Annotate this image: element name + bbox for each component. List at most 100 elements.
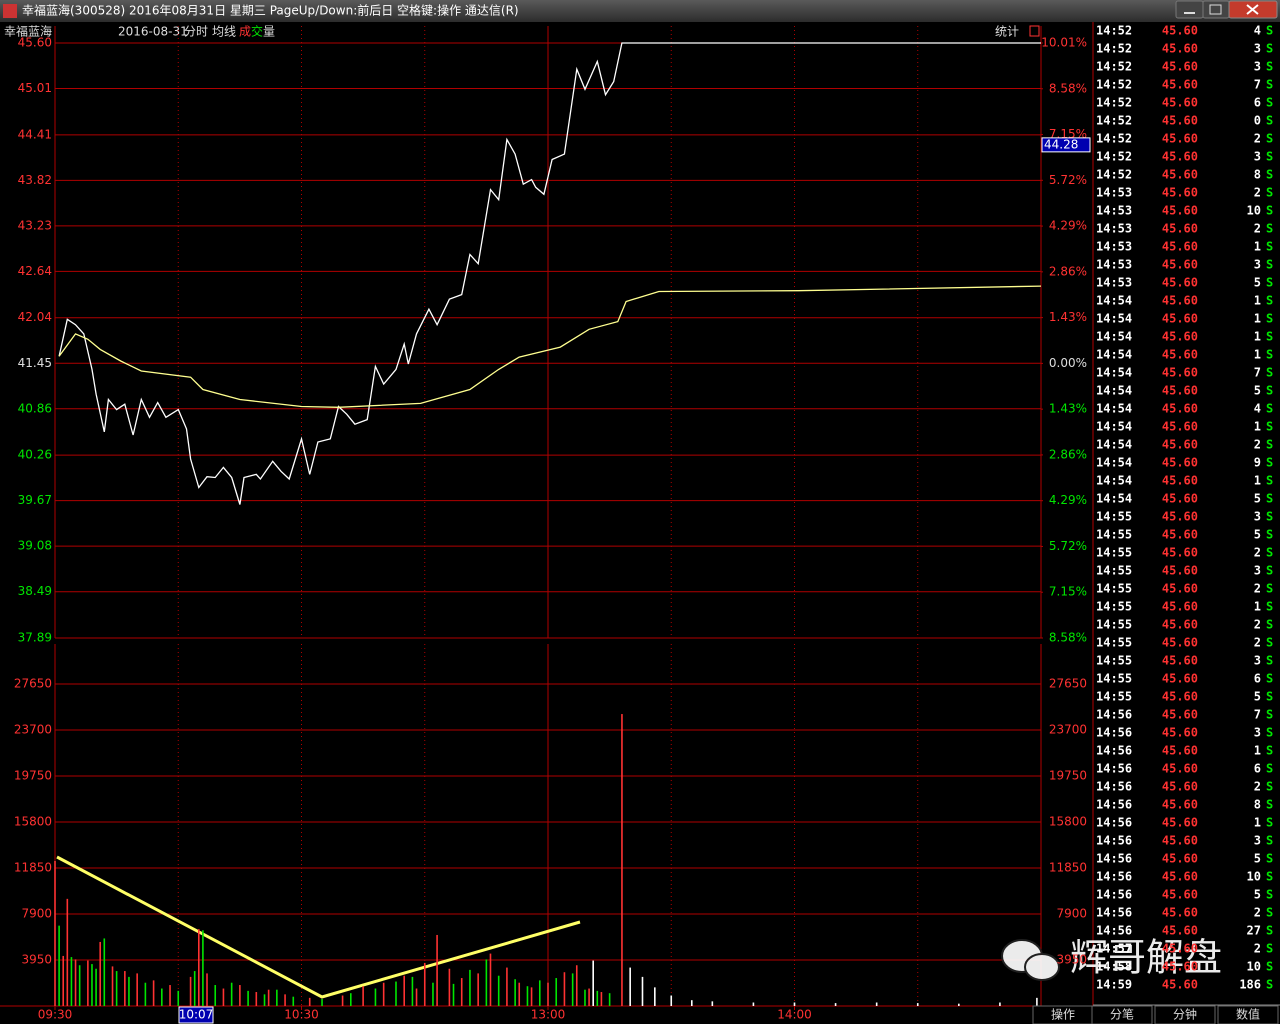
volume-label: 交 — [251, 24, 263, 39]
trade-time: 14:55 — [1096, 672, 1132, 686]
trade-time: 14:54 — [1096, 384, 1132, 398]
trade-time: 14:59 — [1096, 978, 1132, 992]
trade-side: S — [1266, 186, 1273, 200]
trade-price: 45.60 — [1162, 654, 1198, 668]
trade-price: 45.60 — [1162, 744, 1198, 758]
trade-time: 14:54 — [1096, 348, 1132, 362]
volume-bar — [144, 982, 147, 1006]
volume-bar — [74, 959, 77, 1006]
trade-side: S — [1266, 348, 1273, 362]
trade-price: 45.60 — [1162, 852, 1198, 866]
maximize-button[interactable] — [1202, 0, 1230, 19]
stats-box[interactable] — [1029, 25, 1040, 37]
trade-price: 45.60 — [1162, 906, 1198, 920]
volume-bar — [423, 962, 426, 1006]
volume-bar — [255, 992, 258, 1006]
trade-time: 14:54 — [1096, 330, 1132, 344]
volume-bar — [362, 986, 364, 1006]
y2-tick-label: 11850 — [1049, 861, 1087, 875]
y-tick-label: 45.01 — [18, 81, 52, 95]
trend-line — [56, 855, 581, 999]
chart-date: 2016-08-31 — [118, 25, 188, 39]
volume-bar — [629, 967, 631, 1006]
volume-bar — [600, 992, 603, 1006]
volume-bar — [999, 1002, 1001, 1006]
trade-volume: 1 — [1254, 240, 1261, 254]
trade-price: 45.60 — [1162, 870, 1198, 884]
cursor-y-label: 44.28 — [1044, 137, 1078, 151]
volume-bar — [608, 993, 611, 1006]
trade-side: S — [1266, 42, 1273, 56]
tab[interactable] — [1217, 1005, 1279, 1024]
trade-time: 14:52 — [1096, 42, 1132, 56]
trade-price: 45.60 — [1162, 582, 1198, 596]
trade-volume: 1 — [1254, 348, 1261, 362]
y-tick-label: 44.41 — [18, 127, 52, 141]
volume-bar — [563, 972, 566, 1006]
volume-bar — [206, 973, 208, 1006]
trade-price: 45.60 — [1162, 780, 1198, 794]
trade-volume: 7 — [1254, 366, 1261, 380]
volume-bar — [403, 975, 406, 1006]
volume-bar — [571, 973, 574, 1006]
trade-time: 14:55 — [1096, 546, 1132, 560]
volume-bar — [202, 930, 204, 1006]
trade-time: 14:55 — [1096, 636, 1132, 650]
y-tick-label: 3950 — [21, 953, 52, 967]
trade-time: 14:53 — [1096, 240, 1132, 254]
trade-volume: 186 — [1239, 978, 1261, 992]
volume-bar — [99, 941, 101, 1006]
volume-bar — [152, 980, 155, 1006]
trade-price: 45.60 — [1162, 78, 1198, 92]
volume-bar — [592, 960, 594, 1006]
trade-volume: 3 — [1254, 42, 1261, 56]
y-tick-label: 37.89 — [18, 631, 52, 645]
volume-bar — [555, 978, 558, 1006]
volume-bar — [103, 938, 106, 1006]
tab-label[interactable]: 分钟 — [1173, 1007, 1197, 1022]
cursor-x-box — [178, 1006, 214, 1024]
volume-bar — [415, 988, 418, 1006]
trade-time: 14:53 — [1096, 186, 1132, 200]
trade-time: 14:54 — [1096, 312, 1132, 326]
tab[interactable] — [1091, 1005, 1153, 1024]
trade-price: 45.60 — [1162, 528, 1198, 542]
volume-bar — [958, 1003, 960, 1006]
y2-tick-label: 27650 — [1049, 677, 1087, 691]
trade-volume: 1 — [1254, 330, 1261, 344]
volume-bar — [538, 980, 541, 1006]
trade-volume: 27 — [1247, 924, 1261, 938]
tab-label[interactable]: 分笔 — [1110, 1007, 1134, 1022]
trade-side: S — [1266, 366, 1273, 380]
volume-bar — [690, 1000, 693, 1006]
volume-bar — [189, 976, 192, 1006]
trade-price: 45.60 — [1162, 978, 1198, 992]
volume-bar — [489, 953, 492, 1006]
minimize-button[interactable] — [1175, 0, 1204, 19]
volume-bar — [91, 964, 93, 1006]
tab-label[interactable]: 操作 — [1051, 1007, 1075, 1022]
trade-volume: 2 — [1254, 636, 1261, 650]
trade-time: 14:53 — [1096, 258, 1132, 272]
trade-side: S — [1266, 402, 1273, 416]
y-tick-label: 7900 — [21, 907, 52, 921]
trade-time: 14:54 — [1096, 492, 1132, 506]
y-tick-label: 11850 — [14, 861, 52, 875]
trade-side: S — [1266, 762, 1273, 776]
trade-volume: 1 — [1254, 294, 1261, 308]
tab[interactable] — [1154, 1005, 1216, 1024]
trade-time: 14:55 — [1096, 510, 1132, 524]
volume-bar — [588, 988, 590, 1006]
trade-time: 14:53 — [1096, 222, 1132, 236]
volume-bar — [276, 989, 278, 1006]
volume-bar — [596, 990, 599, 1006]
trade-side: S — [1266, 564, 1273, 578]
trade-price: 45.60 — [1162, 438, 1198, 452]
tab-label[interactable]: 数值 — [1236, 1007, 1260, 1022]
trade-volume: 2 — [1254, 906, 1261, 920]
trade-side: S — [1266, 978, 1273, 992]
volume-bar — [1036, 997, 1038, 1006]
trade-price: 45.60 — [1162, 348, 1198, 362]
trade-volume: 10 — [1247, 204, 1261, 218]
stats-button[interactable]: 统计 — [995, 25, 1019, 39]
